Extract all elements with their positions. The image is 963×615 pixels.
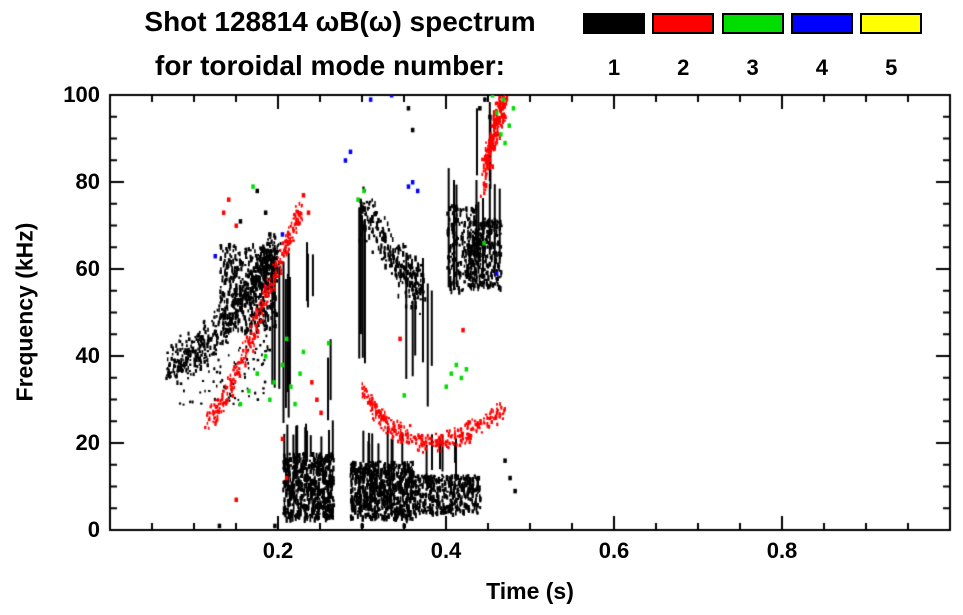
y-tick-label-40: 40 [75,343,100,368]
chart-title: Shot 128814 ωB(ω) spectrum [144,6,536,37]
x-tick-label-0.6: 0.6 [598,538,630,563]
legend-number-1: 1 [607,55,621,80]
legend-swatch-mode-2 [652,13,715,34]
legend-number-3: 3 [746,55,759,80]
legend-swatch-mode-1 [583,13,645,34]
mode-legend: 1 2 3 4 5 [583,13,953,88]
legend-swatch-mode-5 [860,13,923,34]
y-tick-label-80: 80 [75,169,100,194]
y-tick-label-60: 60 [75,256,100,281]
x-axis-label: Time (s) [486,578,574,604]
x-tick-label-0.4: 0.4 [430,538,462,563]
legend-number-2: 2 [677,55,690,80]
y-tick-label-100: 100 [63,82,100,107]
y-axis-label: Frequency (kHz) [11,222,38,402]
legend-swatch-mode-4 [790,13,853,34]
legend-swatch-mode-3 [721,13,784,34]
x-tick-label-0.8: 0.8 [766,538,798,563]
y-tick-label-20: 20 [75,430,100,455]
legend-number-4: 4 [815,55,829,80]
y-tick-label-0: 0 [87,517,100,542]
legend-number-5: 5 [885,55,898,80]
chart-subtitle: for toroidal mode number: [155,50,505,81]
x-tick-label-0.2: 0.2 [262,538,294,563]
